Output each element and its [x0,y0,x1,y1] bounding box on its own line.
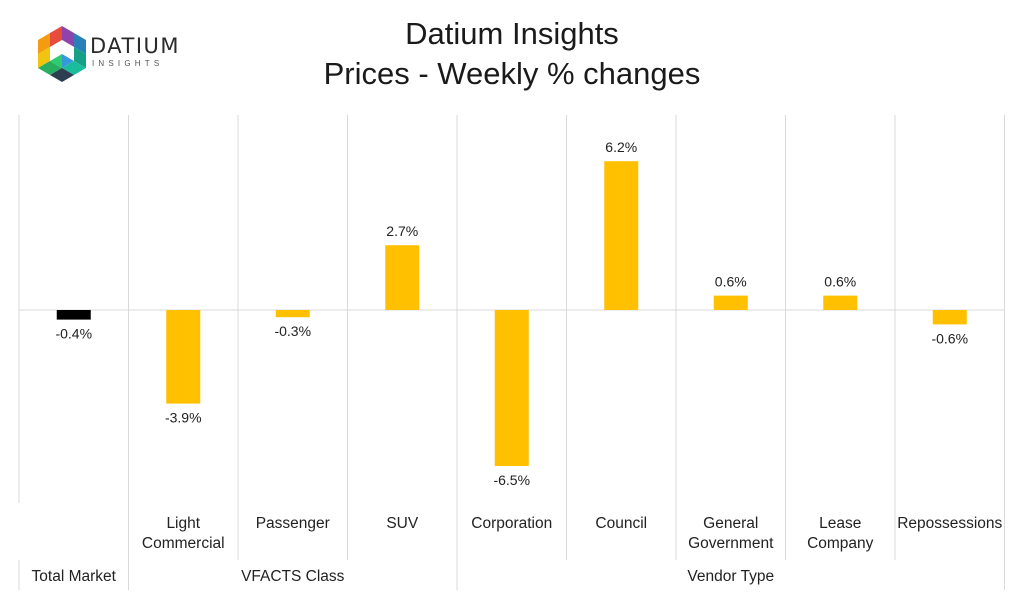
data-label: 0.6% [824,274,856,290]
data-label: -0.3% [274,323,311,339]
bar [713,295,748,310]
chart-title-line-1: Datium Insights [405,16,619,51]
bar [932,310,967,325]
bar [604,161,639,310]
bar [166,310,201,404]
bar [385,245,420,310]
category-label: SUV [386,515,419,532]
group-label: VFACTS Class [241,568,345,585]
category-label: Repossessions [897,515,1002,532]
category-label: Lease [819,515,861,532]
group-label: Total Market [32,568,117,585]
bar [823,295,858,310]
chart-title: Datium Insights Prices - Weekly % change… [200,14,824,94]
bar [56,310,91,320]
data-label: 2.7% [386,223,418,239]
bar [494,310,529,466]
data-label: -0.4% [55,326,92,342]
logo-wordmark: DATIUM [90,34,181,58]
datium-logo: DATIUM INSIGHTS [38,26,188,82]
category-label: Government [688,535,774,552]
category-label: Commercial [142,535,225,552]
category-label: General [703,515,758,532]
chart-title-line-2: Prices - Weekly % changes [323,56,701,91]
data-label: -0.6% [931,330,968,346]
datium-cube-icon [38,26,86,82]
bar [275,310,310,318]
data-label: 0.6% [715,274,747,290]
logo-subtitle: INSIGHTS [92,59,164,68]
category-label: Passenger [256,515,330,532]
data-label: -3.9% [165,410,202,426]
category-label: Council [595,515,647,532]
data-label: 6.2% [605,139,637,155]
group-label: Vendor Type [687,568,774,585]
data-label: -6.5% [493,472,530,488]
category-label: Company [807,535,874,552]
category-label: Light [166,515,200,532]
category-label: Corporation [471,515,552,532]
